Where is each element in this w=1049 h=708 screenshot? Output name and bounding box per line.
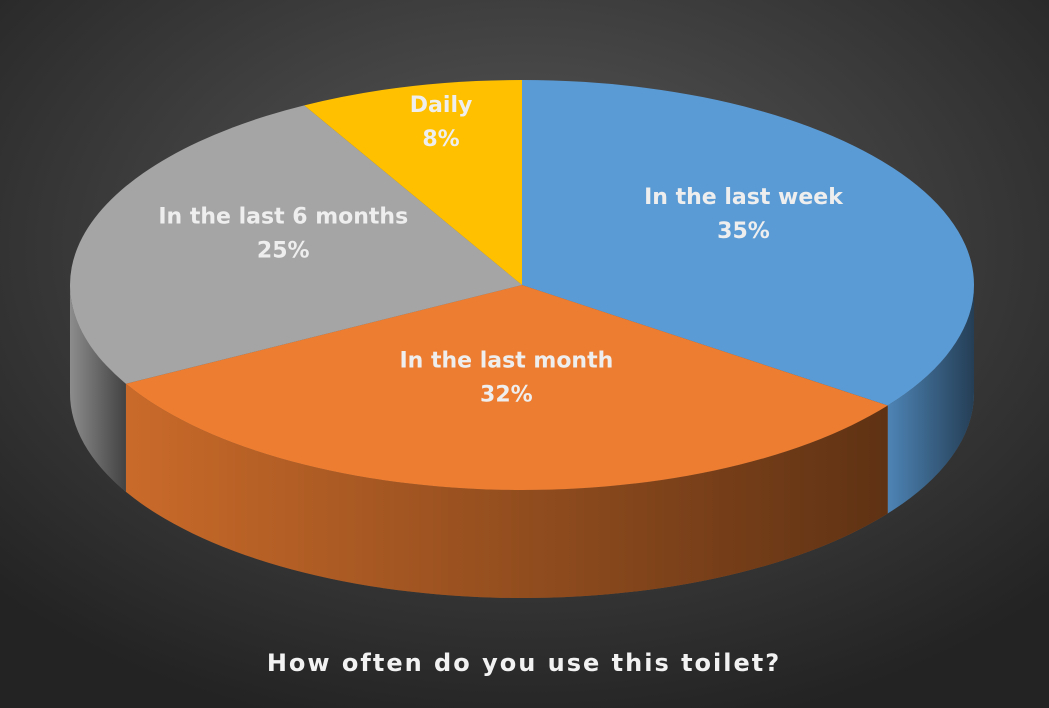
slice-side-shade [887,285,974,514]
pie-slice [70,105,523,384]
data-label-category: Daily [410,93,473,118]
slice-side-shade [125,383,888,599]
data-label-category: In the last month [399,349,613,374]
data-label-category: In the last week [644,185,844,210]
chart-title: How often do you use this toilet? [267,649,781,677]
data-label-value: 32% [480,383,533,408]
pie-slice [304,80,522,285]
data-label-value: 35% [717,219,770,244]
pie-slice [125,285,888,491]
data-label-value: 25% [257,239,310,264]
slice-side-shade [70,285,126,492]
data-label-category: In the last 6 months [158,205,408,230]
data-label-value: 8% [422,127,459,152]
pie-slice [522,80,974,406]
